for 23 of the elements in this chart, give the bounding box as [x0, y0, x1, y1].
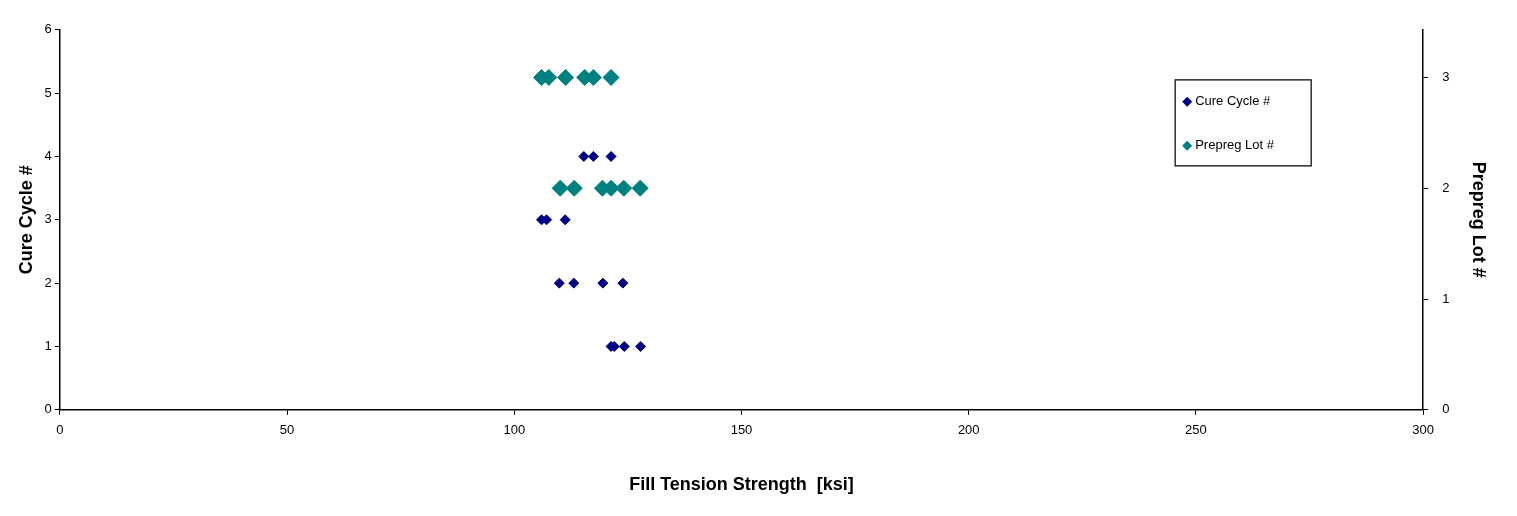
y-tick-label: 3 — [44, 211, 52, 227]
y-tick-label: 4 — [44, 148, 52, 164]
y2-axis-title: Prepreg Lot # — [1469, 161, 1490, 278]
y-tick-label: 1 — [44, 338, 52, 354]
x-tick-label: 200 — [957, 422, 980, 438]
y-tick-label: 6 — [44, 21, 52, 37]
y2-tick-label: 0 — [1442, 401, 1450, 417]
x-tick-label: 300 — [1412, 422, 1435, 438]
y2-tick-label: 3 — [1442, 69, 1450, 85]
y-tick-label: 0 — [44, 401, 52, 417]
legend-label: Cure Cycle # — [1195, 93, 1272, 109]
x-axis-title: Fill Tension Strength [ksi] — [629, 474, 854, 495]
y2-tick-label: 1 — [1442, 290, 1450, 306]
x-tick-label: 150 — [730, 422, 753, 438]
x-tick-label: 50 — [279, 422, 295, 438]
y2-tick-label: 2 — [1442, 179, 1450, 195]
x-tick-label: 100 — [503, 422, 526, 438]
x-tick-label: 0 — [56, 422, 64, 438]
x-tick-label: 250 — [1185, 422, 1207, 438]
legend-label: Prepreg Lot # — [1195, 137, 1275, 153]
y-tick-label: 5 — [44, 84, 52, 100]
y-axis-title: Cure Cycle # — [15, 165, 36, 275]
y-tick-label: 2 — [44, 274, 52, 290]
